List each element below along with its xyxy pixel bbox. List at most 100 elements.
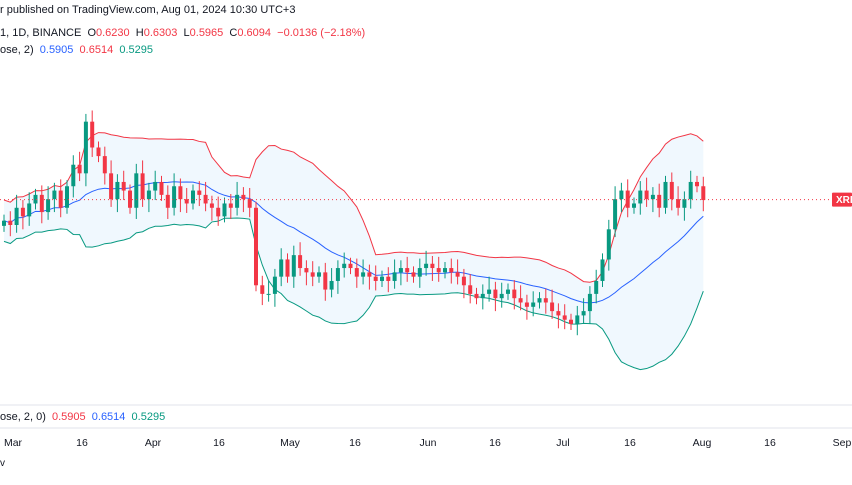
footer-fragment: v xyxy=(0,458,5,469)
candle-body xyxy=(487,289,492,294)
candle-body xyxy=(2,220,6,226)
candle xyxy=(197,181,202,207)
candle xyxy=(581,298,586,324)
candle-body xyxy=(178,186,183,200)
candle-body xyxy=(83,121,88,174)
candle-body xyxy=(33,194,38,204)
open-label: O xyxy=(87,27,96,39)
candle-body xyxy=(279,259,284,277)
lower-pane-basis: 0.5905 xyxy=(51,411,86,423)
candle-body xyxy=(430,263,435,269)
candle xyxy=(58,179,63,218)
candle xyxy=(638,181,643,215)
bollinger-legend[interactable]: ose, 2) 0.5905 0.6514 0.5295 xyxy=(0,44,153,56)
candle xyxy=(128,184,132,214)
candle-body xyxy=(518,298,523,303)
candle-body xyxy=(386,276,391,281)
candle-body xyxy=(14,207,19,225)
candle xyxy=(323,262,328,301)
candle-body xyxy=(90,121,95,148)
candle-body xyxy=(317,272,321,277)
candle xyxy=(569,313,573,331)
candle-body xyxy=(380,276,384,281)
candle-body xyxy=(222,203,227,217)
candle xyxy=(203,181,208,212)
candle xyxy=(613,186,618,238)
candle-body xyxy=(493,289,498,299)
candle-body xyxy=(594,280,599,294)
candle-body xyxy=(663,181,668,208)
candle xyxy=(8,211,13,237)
time-axis-tick: May xyxy=(280,437,301,449)
candle-body xyxy=(140,173,145,200)
candle xyxy=(361,259,366,285)
candle xyxy=(20,200,25,230)
candle-body xyxy=(153,181,158,191)
lower-pane-legend[interactable]: ose, 2, 0) 0.5905 0.6514 0.5295 xyxy=(0,411,165,423)
candle-body xyxy=(310,272,315,277)
basis-value: 0.5905 xyxy=(39,44,74,56)
candle-body xyxy=(587,293,592,312)
candle-body xyxy=(449,268,454,273)
candle-body xyxy=(146,190,151,200)
candle xyxy=(254,201,258,292)
candle-body xyxy=(121,181,126,191)
candle xyxy=(140,160,145,207)
time-axis-tick: 16 xyxy=(349,437,361,449)
candle-body xyxy=(392,272,397,281)
time-axis-tick: Mar xyxy=(4,437,23,449)
candle-body xyxy=(499,293,504,299)
time-axis-tick: Jul xyxy=(556,437,569,449)
candle xyxy=(367,264,372,290)
candle xyxy=(398,260,403,286)
candle-body xyxy=(619,190,624,200)
candle-body xyxy=(329,280,334,290)
candle xyxy=(247,187,252,218)
candle xyxy=(531,291,536,317)
candle-body xyxy=(625,190,630,208)
candle xyxy=(688,170,693,209)
candle-body xyxy=(335,268,340,281)
candle-body xyxy=(109,173,114,200)
candle xyxy=(291,245,296,288)
candle-body xyxy=(676,199,681,208)
candle xyxy=(380,270,384,287)
candle-body xyxy=(304,268,309,273)
candle-body xyxy=(52,190,57,200)
candle xyxy=(455,259,460,285)
candle-body xyxy=(291,255,296,277)
price-tag-label: XRP xyxy=(836,195,852,206)
price-tag: XRP xyxy=(832,192,852,207)
candle xyxy=(310,261,315,287)
candle xyxy=(480,284,485,310)
candle-body xyxy=(134,173,139,208)
candle-body xyxy=(569,319,573,325)
candle-body xyxy=(46,199,51,213)
candle xyxy=(537,292,542,309)
time-axis-tick: 16 xyxy=(624,437,636,449)
candle xyxy=(587,286,592,325)
time-axis-tick: 16 xyxy=(213,437,225,449)
candle-body xyxy=(298,255,303,269)
candle-body xyxy=(600,259,605,281)
candle-body xyxy=(354,268,359,277)
time-axis[interactable]: Mar 16 Apr 16 May 16 Jun 16 Jul 16 Aug 16 Sep xyxy=(4,437,852,449)
time-axis-tick: 16 xyxy=(489,437,501,449)
open-value: 0.6230 xyxy=(96,27,130,39)
candle xyxy=(506,283,510,300)
candle-body xyxy=(39,194,44,213)
candle-body xyxy=(20,207,25,217)
candle-body xyxy=(216,207,221,217)
lower-value: 0.5295 xyxy=(119,44,153,56)
candle-body xyxy=(613,199,618,230)
candle-body xyxy=(172,186,177,208)
candle-body xyxy=(581,311,586,316)
candle xyxy=(96,141,101,163)
candle-body xyxy=(373,276,378,281)
candle-body xyxy=(543,298,548,303)
candle xyxy=(46,186,51,220)
candle-body xyxy=(203,194,208,204)
candle-body xyxy=(436,268,441,273)
candle-body xyxy=(184,199,189,204)
